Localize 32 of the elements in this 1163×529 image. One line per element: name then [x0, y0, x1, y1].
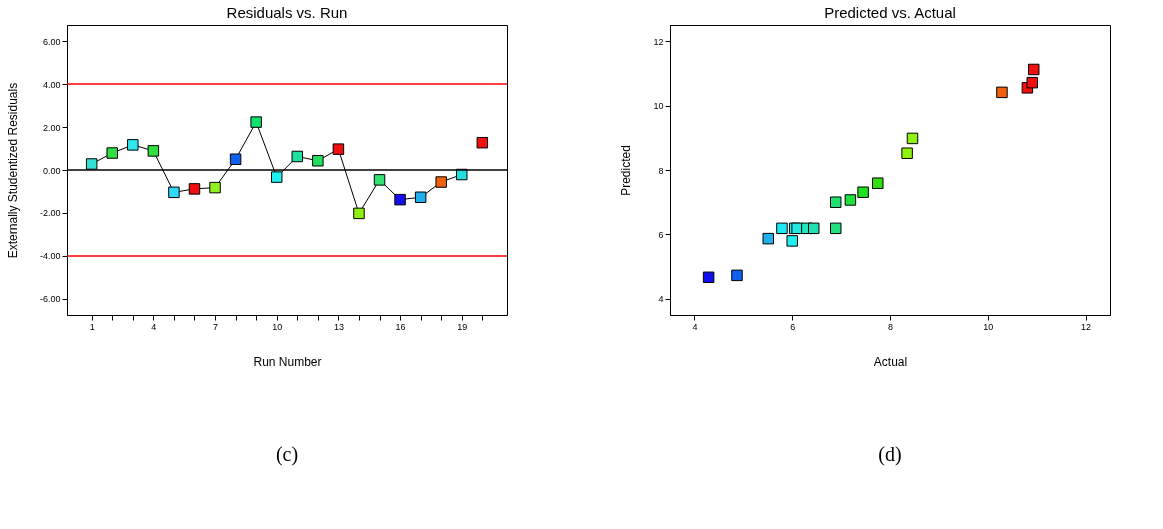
y-tick-label: -4.00: [39, 251, 61, 262]
y-tick-label: 6: [658, 229, 664, 240]
x-tick-label: 10: [272, 321, 283, 332]
y-tick-label: 4: [658, 294, 664, 305]
x-tick-label: 12: [1081, 321, 1092, 332]
y-tick-label: 8: [658, 165, 664, 176]
y-tick-label: 0.00: [42, 165, 61, 176]
x-tick-label: 13: [333, 321, 344, 332]
y-tick-label: 2.00: [42, 122, 61, 133]
y-tick-label: 10: [653, 101, 664, 112]
y-tick-label: -6.00: [39, 294, 61, 305]
chart-title: Residuals vs. Run: [226, 4, 348, 21]
text: (d): [878, 443, 902, 466]
chart-title: Predicted vs. Actual: [824, 4, 956, 21]
x-tick-label: 4: [151, 321, 157, 332]
x-axis-title: Run Number: [253, 354, 322, 369]
y-tick-label: 6.00: [42, 36, 61, 47]
x-tick-label: 6: [790, 321, 796, 332]
x-tick-label: 19: [457, 321, 468, 332]
x-tick-label: 8: [887, 321, 894, 332]
x-tick-label: 4: [692, 321, 698, 332]
y-axis-title: Predicted: [619, 145, 634, 196]
x-axis-title: Actual: [873, 354, 908, 369]
x-tick-label: 1: [89, 321, 95, 332]
x-tick-label: 7: [213, 321, 219, 332]
x-tick-label: 10: [983, 321, 994, 332]
text: (c): [275, 443, 299, 466]
x-tick-label: 16: [395, 321, 406, 332]
y-tick-label: 12: [653, 36, 664, 47]
y-axis-title: Externally Studentized Residuals: [5, 82, 20, 259]
y-tick-label: -2.00: [39, 208, 61, 219]
y-tick-label: 4.00: [42, 79, 61, 90]
